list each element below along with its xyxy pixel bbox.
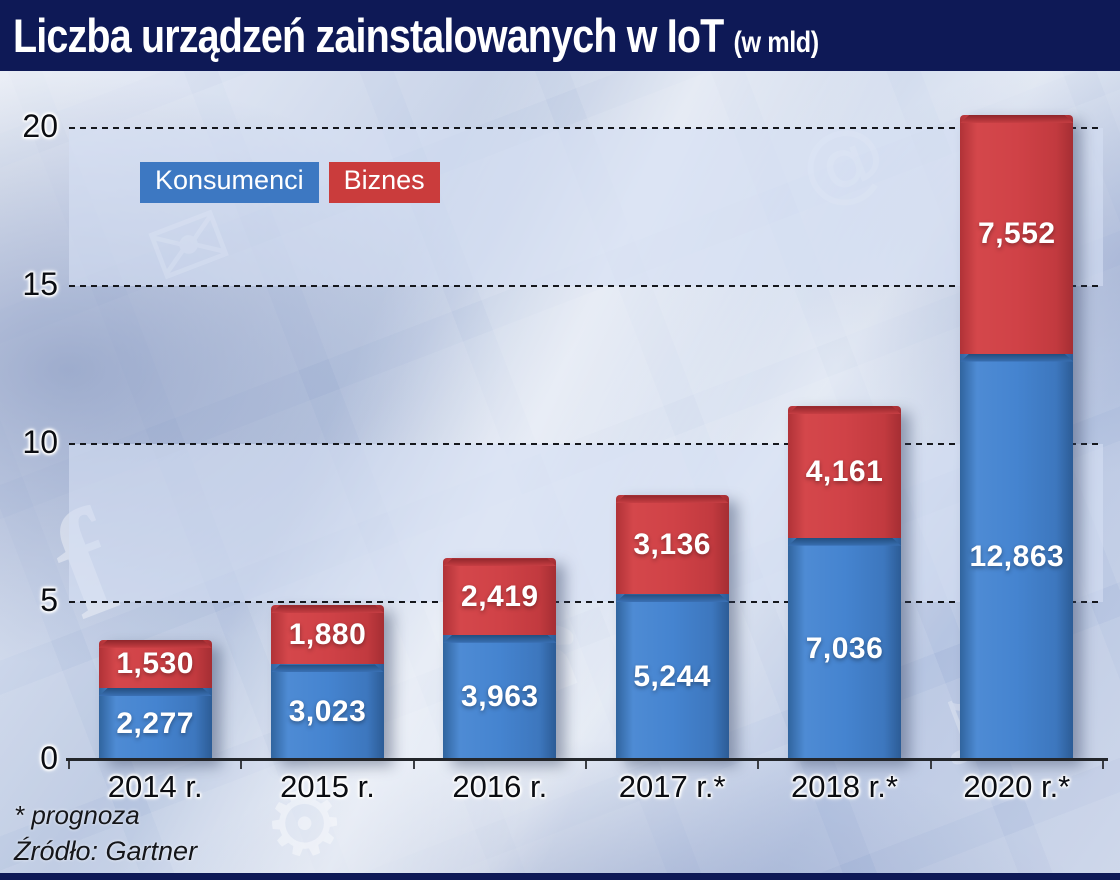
bar-segment-konsumenci: 7,036 bbox=[788, 537, 901, 760]
bottom-accent-strip bbox=[0, 873, 1120, 880]
plot-band bbox=[69, 128, 1103, 286]
bar-value-label: 1,880 bbox=[288, 617, 367, 651]
x-tick-label: 2018 r.* bbox=[791, 769, 898, 804]
bar-group: 7,552 12,863 bbox=[960, 114, 1074, 760]
plot-band bbox=[69, 444, 1103, 602]
gridline bbox=[69, 443, 1103, 445]
footnote-block: * prognoza Źródło: Gartner bbox=[14, 800, 197, 867]
x-tick-label: 2014 r. bbox=[107, 769, 203, 804]
x-axis-line bbox=[66, 758, 1108, 761]
x-tick-label: 2016 r. bbox=[452, 769, 548, 804]
y-tick-label: 20 bbox=[22, 108, 58, 144]
bar-segment-konsumenci: 12,863 bbox=[960, 353, 1074, 760]
footnote-prognoza: * prognoza bbox=[14, 800, 140, 830]
axis-tick bbox=[1102, 761, 1104, 769]
bar-segment-konsumenci: 5,244 bbox=[615, 594, 729, 760]
bar-group: 2,419 3,963 bbox=[443, 558, 557, 760]
bar-value-label: 2,277 bbox=[116, 707, 194, 740]
legend: Konsumenci Biznes bbox=[140, 162, 440, 203]
bar-segment-biznes: 1,880 bbox=[271, 605, 384, 665]
bar-value-label: 7,036 bbox=[805, 631, 884, 665]
axis-tick bbox=[412, 761, 415, 769]
footnote-source: Źródło: Gartner bbox=[14, 836, 198, 866]
bar-group: 3,136 5,244 bbox=[615, 495, 729, 760]
bar-segment-konsumenci: 3,023 bbox=[271, 664, 384, 760]
bar-value-label: 3,963 bbox=[461, 680, 539, 714]
bar-segment-biznes: 1,530 bbox=[98, 639, 212, 689]
bar-segment-biznes: 3,136 bbox=[615, 495, 729, 595]
x-tick-label: 2015 r. bbox=[280, 769, 375, 804]
gridline bbox=[69, 285, 1103, 287]
bar-value-label: 1,530 bbox=[116, 646, 194, 680]
page-title-unit: (w mld) bbox=[733, 26, 819, 59]
title-bar: Liczba urządzeń zainstalowanych w IoT (w… bbox=[0, 0, 1120, 71]
page-title: Liczba urządzeń zainstalowanych w IoT bbox=[13, 9, 724, 62]
axis-tick bbox=[240, 761, 243, 769]
bar-group: 1,530 2,277 bbox=[98, 639, 212, 760]
y-tick-label: 0 bbox=[40, 740, 58, 776]
bar-segment-biznes: 2,419 bbox=[443, 558, 557, 635]
y-tick-label: 15 bbox=[22, 266, 58, 302]
x-tick-label: 2020 r.* bbox=[963, 769, 1071, 804]
bar-value-label: 4,161 bbox=[805, 454, 884, 488]
gridline bbox=[69, 127, 1103, 129]
bar-value-label: 12,863 bbox=[969, 539, 1065, 573]
axis-tick bbox=[929, 761, 932, 769]
bar-group: 4,161 7,036 bbox=[788, 406, 901, 760]
bar-group: 1,880 3,023 bbox=[271, 605, 384, 760]
y-tick-label: 10 bbox=[22, 424, 58, 460]
gridline bbox=[69, 601, 1103, 603]
axis-tick bbox=[585, 761, 587, 769]
legend-item-biznes: Biznes bbox=[328, 162, 440, 203]
y-tick-label: 5 bbox=[40, 582, 58, 618]
bar-value-label: 3,023 bbox=[288, 695, 367, 729]
bar-value-label: 5,244 bbox=[633, 660, 711, 694]
bar-value-label: 7,552 bbox=[978, 217, 1056, 251]
bar-segment-biznes: 7,552 bbox=[960, 114, 1074, 354]
bar-value-label: 3,136 bbox=[633, 527, 711, 561]
bar-segment-biznes: 4,161 bbox=[788, 406, 901, 538]
axis-tick bbox=[68, 761, 70, 769]
x-tick-label: 2017 r.* bbox=[618, 769, 726, 804]
legend-item-konsumenci: Konsumenci bbox=[140, 162, 319, 203]
bar-segment-konsumenci: 3,963 bbox=[443, 634, 557, 760]
bar-value-label: 2,419 bbox=[461, 579, 539, 613]
axis-tick bbox=[757, 761, 760, 769]
bar-segment-konsumenci: 2,277 bbox=[98, 688, 212, 760]
